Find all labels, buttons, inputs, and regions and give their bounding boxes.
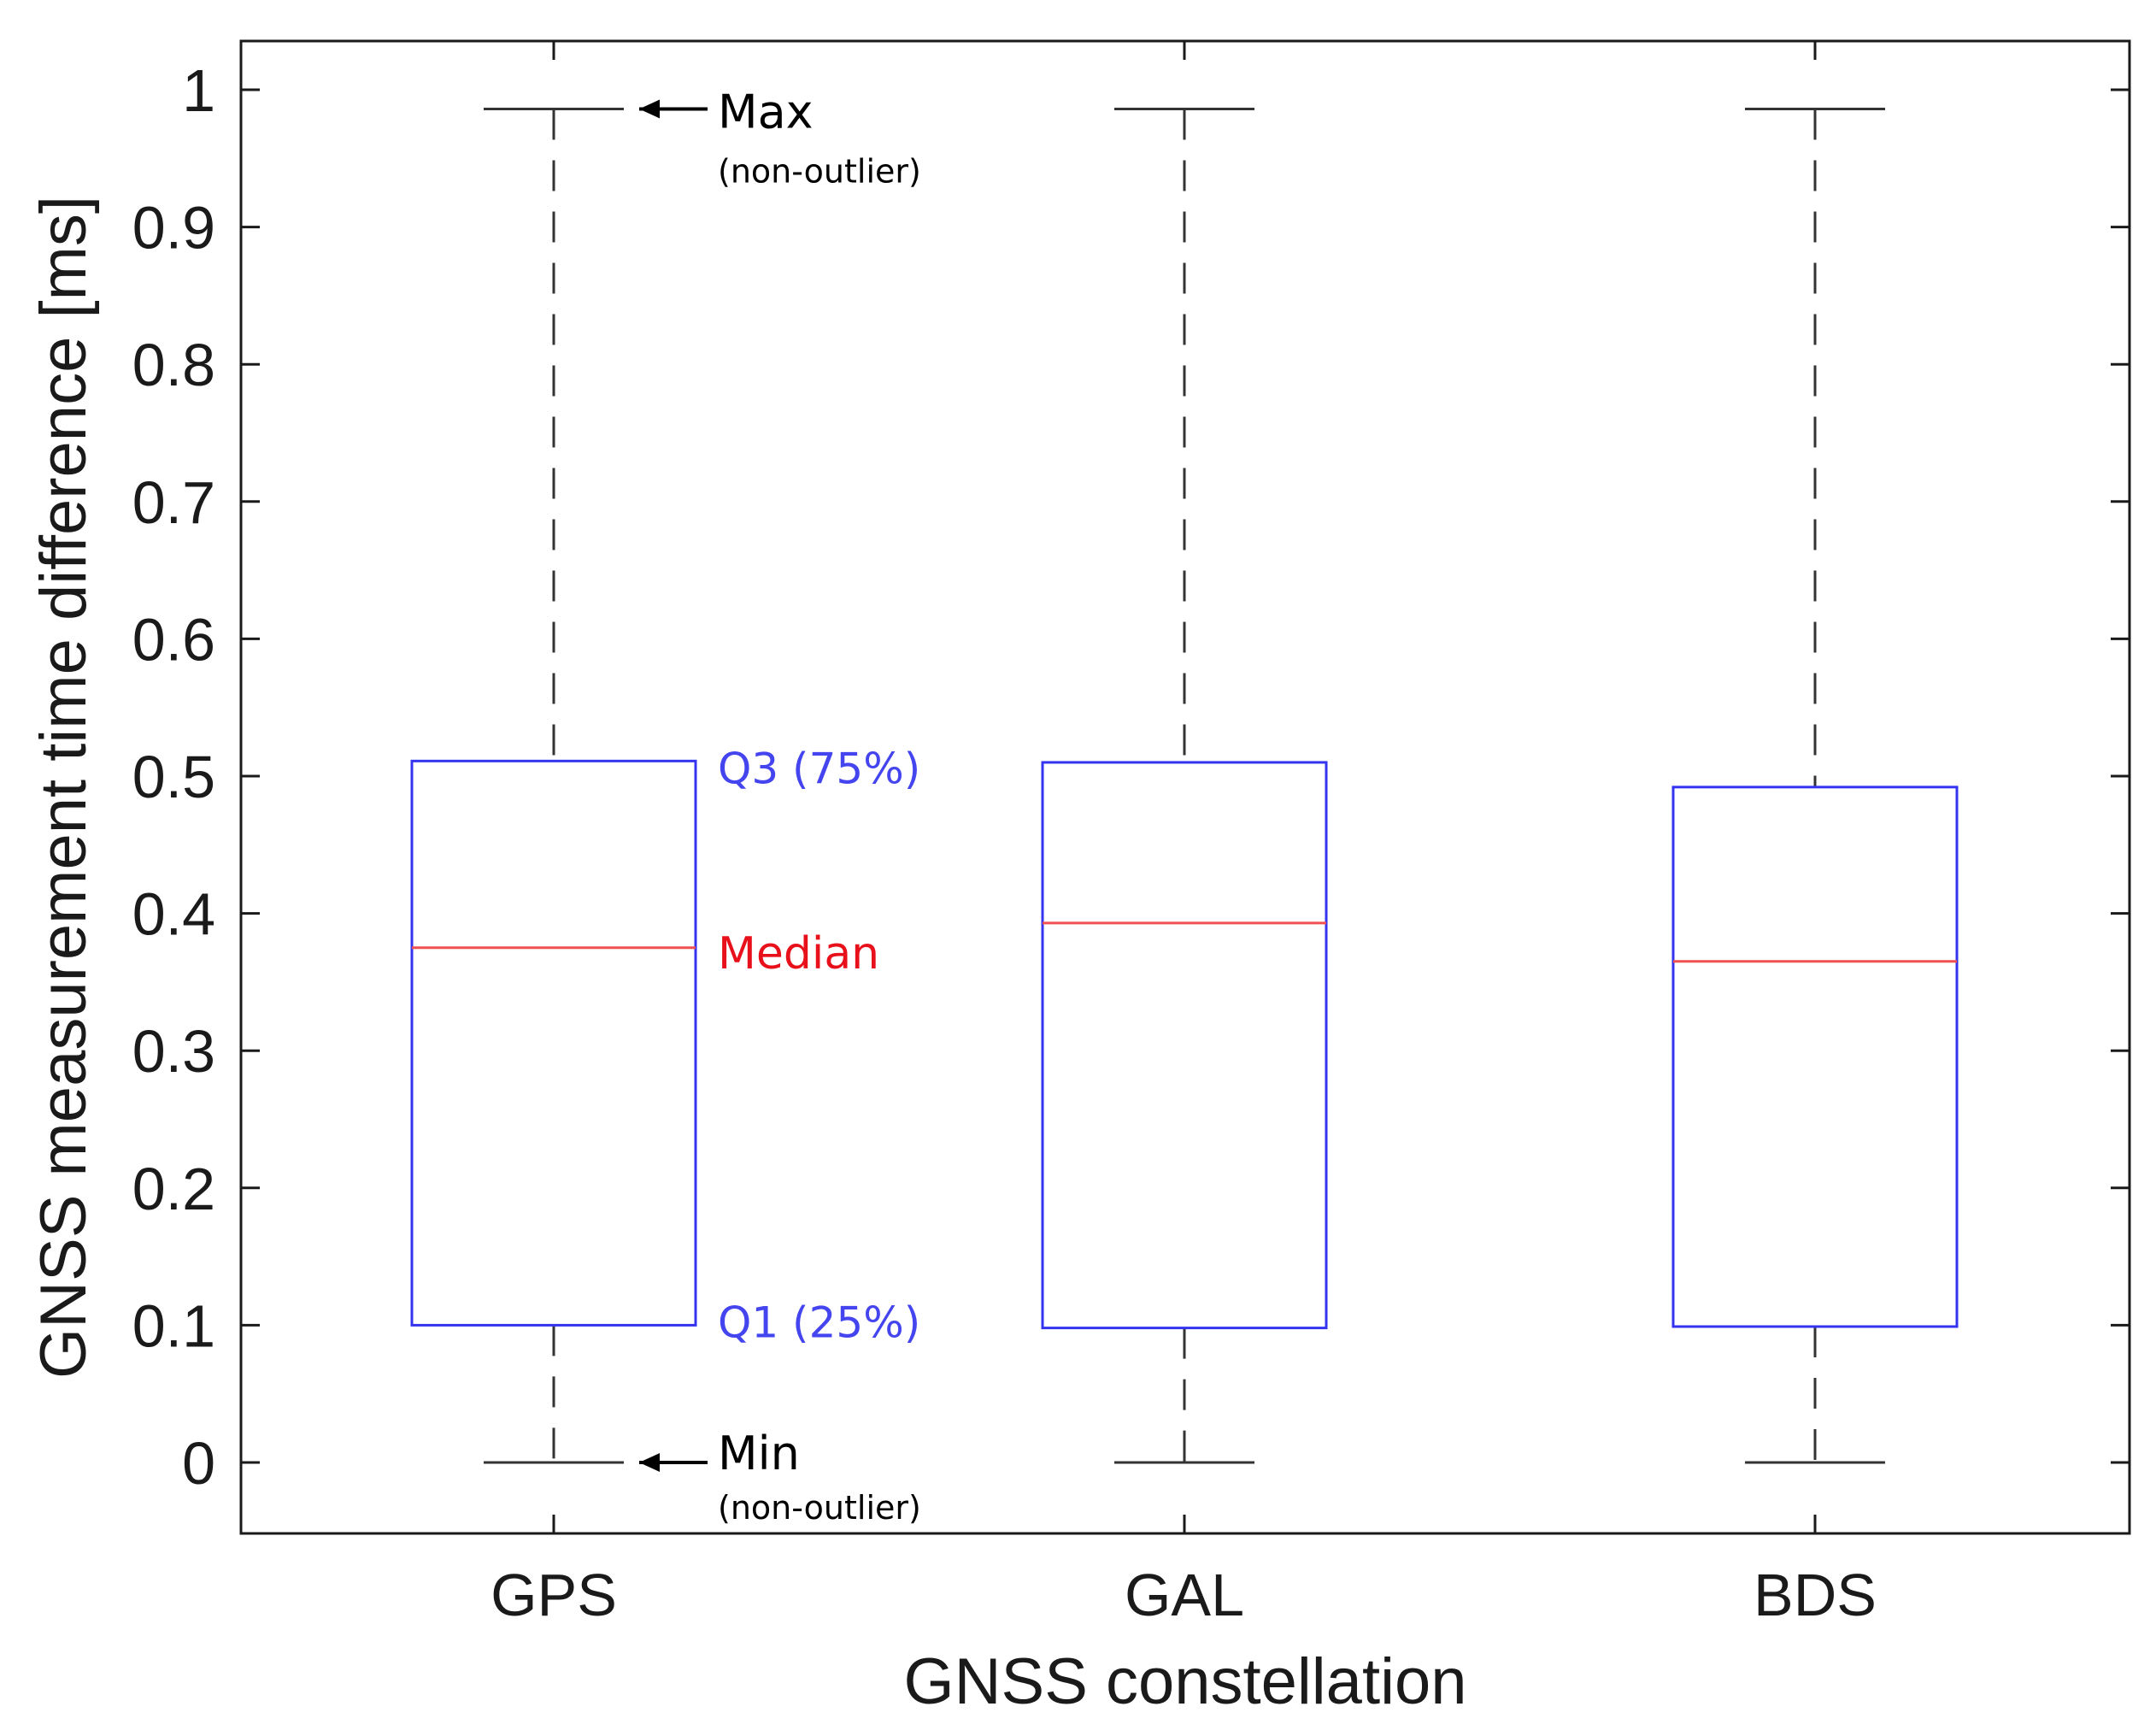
y-tick-label: 0.4	[132, 881, 215, 948]
box-gps	[410, 107, 697, 1464]
y-tick-label: 0	[182, 1430, 215, 1497]
iqr-box	[410, 759, 697, 1327]
annotations-layer: Max (non-outlier) Q3 (75%) Median Q1 (25%) Mi…	[639, 85, 921, 1527]
x-tick-label: GAL	[1125, 1562, 1244, 1628]
box-gal	[1041, 107, 1328, 1464]
y-tick-label: 0.7	[132, 469, 215, 536]
y-tick-label: 0.8	[132, 332, 215, 398]
min-arrow-head	[639, 1453, 660, 1472]
axis-ticks: 0 0.1 0.2 0.3 0.4 0.5 0.6 0.7 0.8 0.9 1 GPS GAL BDS	[132, 41, 2130, 1628]
y-tick-label: 0.1	[132, 1292, 215, 1359]
y-axis-label: GNSS measurement time difference [ms]	[27, 196, 100, 1379]
y-tick-label: 1	[182, 57, 215, 124]
y-tick-label: 0.2	[132, 1156, 215, 1222]
y-tick-label: 0.3	[132, 1018, 215, 1085]
x-tick-label: GPS	[491, 1562, 617, 1628]
min-label: Min	[718, 1427, 800, 1480]
median-label: Median	[718, 928, 879, 980]
x-tick-label: BDS	[1754, 1562, 1877, 1628]
iqr-box	[1041, 761, 1328, 1330]
box-bds	[1671, 107, 1959, 1464]
max-sublabel: (non-outlier)	[718, 152, 921, 190]
y-tick-label: 0.5	[132, 744, 215, 810]
iqr-box	[1671, 786, 1959, 1328]
min-sublabel: (non-outlier)	[718, 1489, 921, 1527]
max-arrow-head	[639, 99, 660, 119]
y-tick-label: 0.6	[132, 606, 215, 673]
y-tick-label: 0.9	[132, 195, 215, 262]
max-label: Max	[718, 85, 814, 138]
boxes-layer	[410, 107, 1959, 1464]
q1-label: Q1 (25%)	[718, 1298, 920, 1347]
x-axis-label: GNSS constellation	[904, 1645, 1467, 1718]
q3-label: Q3 (75%)	[718, 744, 920, 793]
